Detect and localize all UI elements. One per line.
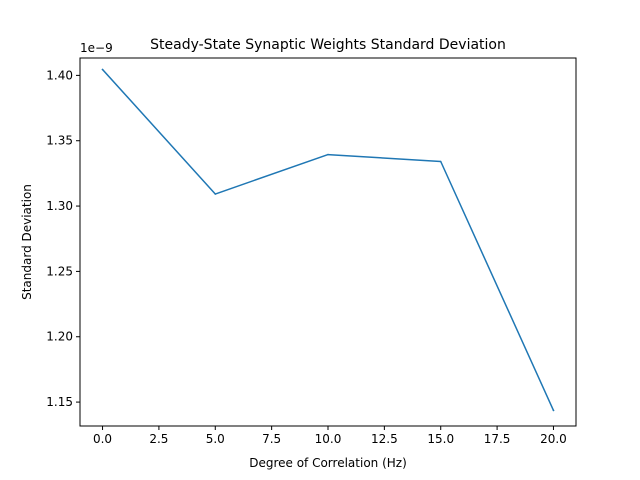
data-point: [439, 160, 442, 163]
data-point: [552, 409, 555, 412]
x-axis-ticks: 0.0 2.5 5.0 7.5 10.0 12.5 15.0 17.5 20.0: [93, 426, 567, 446]
data-point: [214, 193, 217, 195]
y-offset-label: 1e−9: [80, 41, 113, 55]
x-tick-label: 2.5: [149, 432, 168, 446]
y-tick-label: 1.30: [46, 199, 73, 213]
x-axis-label: Degree of Correlation (Hz): [249, 456, 407, 470]
y-tick-label: 1.40: [46, 68, 73, 82]
y-axis-label: Standard Deviation: [20, 184, 34, 300]
y-tick-label: 1.15: [46, 395, 73, 409]
x-tick-label: 5.0: [206, 432, 225, 446]
x-tick-label: 15.0: [427, 432, 454, 446]
chart-title: Steady-State Synaptic Weights Standard D…: [150, 37, 506, 53]
x-tick-label: 10.0: [315, 432, 342, 446]
y-tick-label: 1.35: [46, 134, 73, 148]
x-tick-label: 12.5: [371, 432, 398, 446]
series-layer: [101, 68, 555, 412]
data-point: [327, 153, 329, 156]
y-tick-label: 1.25: [46, 264, 73, 278]
x-tick-label: 7.5: [262, 432, 281, 446]
plot-frame: [79, 57, 577, 427]
x-tick-label: 17.5: [484, 432, 511, 446]
x-tick-label: 20.0: [540, 432, 567, 446]
data-point: [101, 68, 104, 71]
y-tick-label: 1.20: [46, 330, 73, 344]
x-tick-label: 0.0: [93, 432, 112, 446]
y-axis-ticks: 1.15 1.20 1.25 1.30 1.35 1.40: [46, 68, 80, 409]
